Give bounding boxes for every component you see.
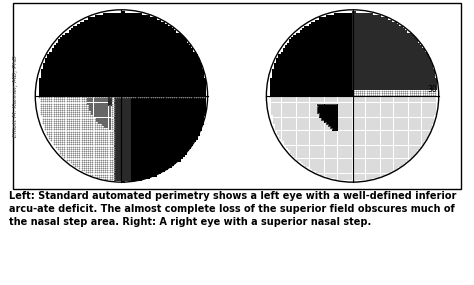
Text: Elliott M. Kanner, MD, PhD: Elliott M. Kanner, MD, PhD — [13, 55, 18, 137]
Text: Left: Standard automated perimetry shows a left eye with a well-defined inferior: Left: Standard automated perimetry shows… — [9, 191, 457, 227]
Text: 30: 30 — [196, 85, 206, 94]
Text: 30: 30 — [427, 85, 437, 94]
